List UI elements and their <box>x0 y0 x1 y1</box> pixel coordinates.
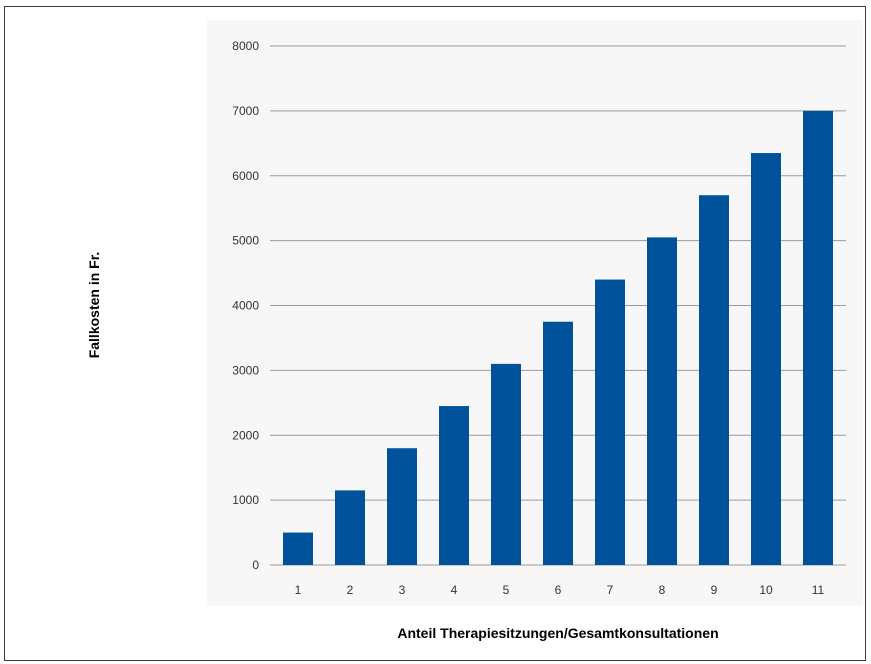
x-tick-label: 7 <box>607 583 614 597</box>
bars <box>283 110 833 565</box>
y-tick-label: 4000 <box>232 299 259 313</box>
x-tick-label: 5 <box>503 583 510 597</box>
y-tick-label: 5000 <box>232 234 259 248</box>
bar-10 <box>751 153 781 565</box>
y-tick-labels: 0 1000 2000 3000 4000 5000 6000 7000 8000 <box>232 39 259 572</box>
y-tick-label: 0 <box>252 558 259 572</box>
bar-7 <box>595 279 625 565</box>
y-tick-label: 6000 <box>232 169 259 183</box>
x-tick-labels: 1 2 3 4 5 6 7 8 9 10 11 <box>295 583 825 597</box>
bar-5 <box>491 363 521 565</box>
bar-6 <box>543 321 573 565</box>
x-tick-label: 1 <box>295 583 302 597</box>
y-tick-label: 3000 <box>232 363 259 377</box>
y-tick-label: 1000 <box>232 493 259 507</box>
x-tick-label: 11 <box>812 583 825 597</box>
x-tick-label: 2 <box>347 583 354 597</box>
y-tick-label: 2000 <box>232 428 259 442</box>
y-tick-label: 8000 <box>232 39 259 53</box>
y-tick-label: 7000 <box>232 104 259 118</box>
x-tick-label: 8 <box>659 583 666 597</box>
x-tick-label: 9 <box>711 583 718 597</box>
x-tick-label: 10 <box>759 583 773 597</box>
bar-11 <box>803 110 833 565</box>
bar-2 <box>335 490 365 565</box>
bar-8 <box>647 237 677 565</box>
bar-9 <box>699 195 729 565</box>
bar-3 <box>387 448 417 565</box>
y-axis-title: Fallkosten in Fr. <box>86 252 102 359</box>
x-tick-label: 6 <box>555 583 562 597</box>
bar-1 <box>283 532 313 565</box>
bar-4 <box>439 406 469 565</box>
x-axis-title: Anteil Therapiesitzungen/Gesamtkonsultat… <box>397 625 718 641</box>
x-tick-label: 4 <box>451 583 458 597</box>
x-tick-label: 3 <box>399 583 406 597</box>
